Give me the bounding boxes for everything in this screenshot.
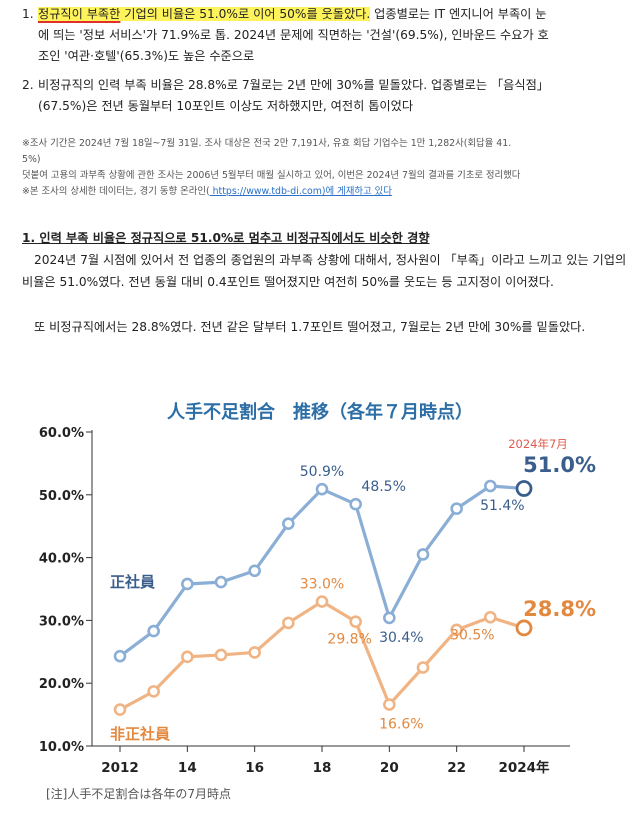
paragraph-2: 또 비정규직에서는 28.8%였다. 전년 같은 달부터 1.7포인트 떨어졌고…: [34, 320, 586, 334]
data-label: 30.4%: [379, 630, 423, 646]
data-point: [484, 479, 497, 493]
x-tick-label: 18: [313, 760, 332, 776]
series-label-regular: 正社員: [110, 573, 155, 591]
data-point: [450, 502, 463, 515]
item2-line2: (67.5%)은 전년 동월부터 10포인트 이상도 저하했지만, 여전히 톱이…: [38, 99, 414, 113]
data-point: [147, 685, 160, 698]
series-group: [113, 479, 533, 716]
note-line-4-prefix: ※본 조사의 상세한 데이터는, 경기 동향 온라인(: [22, 186, 210, 197]
data-label: 50.9%: [300, 464, 344, 480]
data-label: 48.5%: [361, 479, 405, 495]
item1-line2: 에 띄는 '정보 서비스'가 71.9%로 톱. 2024년 문제에 직면하는 …: [38, 28, 549, 42]
survey-notes: ※조사 기간은 2024년 7월 18일~7월 31일. 조사 대상은 전국 2…: [22, 136, 634, 200]
x-tick-label: 20: [380, 760, 399, 776]
item1-line1-rest: 업종별로는 IT 엔지니어 부족이 눈: [370, 7, 547, 21]
data-point: [349, 497, 362, 511]
data-label: 33.0%: [300, 577, 344, 593]
y-tick-label: 40.0%: [39, 552, 84, 567]
paragraph-1: 2024년 7월 시점에 있어서 전 업종의 종업원의 과부족 상황에 대해서,…: [22, 253, 627, 289]
data-point: [147, 624, 160, 638]
highlighted-sentence: 정규직이 부족한 기업의 비율은 51.0%로 이어 50%를 웃돌았다.: [38, 7, 371, 21]
note-line-1: ※조사 기간은 2024년 7월 18일~7월 31일. 조사 대상은 전국 2…: [22, 138, 512, 149]
data-point: [315, 595, 329, 608]
data-point: [349, 615, 362, 628]
chart-title: 人手不足割合 推移（各年７月時点）: [167, 401, 473, 423]
data-label: 29.8%: [327, 632, 371, 648]
data-point: [416, 661, 430, 674]
tdb-link[interactable]: https://www.tdb-di.com)에 게재하고 있다: [209, 186, 392, 197]
data-point: [416, 548, 430, 561]
x-axis: 2012 14 16 18 20 22 2024年: [101, 746, 550, 776]
chart-footnote: [注]人手不足割合は各年の7月時点: [46, 786, 231, 801]
item2-line1: 비정규직의 인력 부족 비율은 28.8%로 7월로는 2년 만에 30%를 밑…: [38, 78, 549, 92]
data-point: [113, 649, 127, 663]
data-point: [248, 564, 261, 578]
item1-line3: 조인 '여관·호텔'(65.3%)도 높은 수준으로: [38, 49, 255, 63]
latest-point: [515, 619, 533, 637]
data-label: 51.4%: [480, 498, 524, 514]
data-point: [383, 611, 396, 625]
list-number: 1.: [22, 7, 34, 21]
data-label: 30.5%: [450, 627, 494, 643]
labor-shortage-chart: 人手不足割合 推移（各年７月時点） 60.0% 50.0% 40.0% 30.0% 20…: [0, 388, 640, 813]
data-point: [181, 577, 194, 591]
data-point: [383, 698, 396, 711]
data-point: [484, 610, 497, 624]
y-tick-label: 50.0%: [39, 489, 84, 504]
data-point: [248, 646, 261, 659]
data-point: [113, 703, 127, 716]
note-line-4: ※본 조사의 상세한 데이터는, 경기 동향 온라인( https://www.…: [22, 184, 634, 200]
y-axis: 60.0% 50.0% 40.0% 30.0% 20.0% 10.0%: [39, 426, 92, 755]
y-tick-label: 20.0%: [39, 677, 84, 692]
x-tick-label: 2012: [101, 760, 139, 776]
data-point: [282, 616, 295, 630]
summary-item-1: 1. 정규직이 부족한 기업의 비율은 51.0%로 이어 50%를 웃돌았다.…: [22, 4, 632, 67]
data-point: [450, 623, 463, 637]
x-tick-label: 22: [447, 760, 466, 776]
list-number: 2.: [22, 78, 34, 92]
data-point: [181, 650, 194, 664]
data-point: [214, 648, 228, 662]
summary-list: 1. 정규직이 부족한 기업의 비율은 51.0%로 이어 50%를 웃돌았다.…: [22, 4, 632, 67]
data-label: 16.6%: [379, 717, 423, 733]
data-point: [214, 575, 228, 589]
summary-item-2: 2. 비정규직의 인력 부족 비율은 28.8%로 7월로는 2년 만에 30%…: [22, 75, 632, 117]
summary-list-2: 2. 비정규직의 인력 부족 비율은 28.8%로 7월로는 2년 만에 30%…: [22, 75, 632, 117]
section-title: 1. 인력 부족 비율은 정규직으로 51.0%로 멈추고 비정규직에서도 비슷…: [22, 231, 430, 245]
latest-note: 2024年7月: [508, 437, 568, 451]
latest-value-nonregular: 28.8%: [523, 597, 596, 621]
data-point: [315, 482, 329, 496]
series-label-nonregular: 非正社員: [110, 725, 170, 743]
y-tick-label: 10.0%: [39, 740, 84, 755]
x-tick-label: 16: [245, 760, 264, 776]
x-tick-label: 2024年: [498, 759, 550, 776]
note-line-3: 덧붙여 고용의 과부족 상황에 관한 조사는 2006년 5월부터 매월 실시하…: [22, 170, 521, 181]
y-tick-label: 60.0%: [39, 426, 84, 441]
data-point: [282, 517, 295, 530]
data-labels: 50.9% 48.5% 30.4% 51.4% 33.0% 29.8% 16.6% 30.5%: [300, 464, 525, 732]
latest-point: [515, 480, 533, 497]
note-line-2: 5%): [22, 154, 41, 165]
latest-value-regular: 51.0%: [523, 453, 596, 477]
x-tick-label: 14: [178, 760, 197, 776]
y-tick-label: 30.0%: [39, 614, 84, 629]
highlight-rest: 기업의 비율은 51.0%로 이어 50%를 웃돌았다.: [120, 7, 371, 21]
underlined-phrase: 정규직이 부족한: [38, 7, 121, 21]
